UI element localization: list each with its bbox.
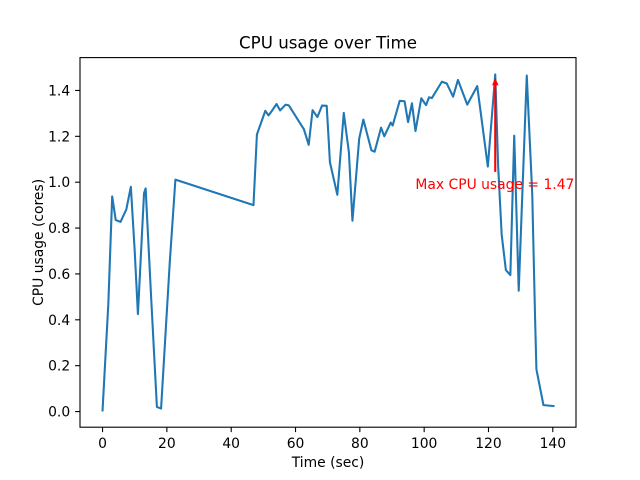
x-axis-ticks: 0 20 40 60 80 100 120 140	[98, 427, 566, 452]
axes-border	[79, 57, 577, 428]
annotation: Max CPU usage = 1.47	[415, 77, 574, 193]
x-tick-label: 100	[411, 436, 437, 452]
x-tick-label: 140	[540, 436, 566, 452]
x-tick-label: 0	[98, 436, 107, 452]
x-tick-label: 60	[287, 436, 305, 452]
cpu-usage-line	[101, 73, 555, 412]
y-axis-label: CPU usage (cores)	[31, 179, 47, 306]
x-tick-label: 120	[475, 436, 501, 452]
chart-title: CPU usage over Time	[239, 34, 417, 53]
y-tick-label: 0.8	[48, 221, 70, 237]
annotation-arrow-head-icon	[492, 77, 499, 86]
x-tick-label: 80	[351, 436, 369, 452]
y-tick-label: 0.2	[48, 359, 70, 375]
y-tick-label: 1.0	[48, 175, 70, 191]
y-axis-ticks: 0.0 0.2 0.4 0.6 0.8 1.0 1.2 1.4	[48, 84, 80, 421]
x-tick-label: 40	[222, 436, 240, 452]
y-tick-label: 0.0	[48, 405, 70, 421]
x-tick-label: 20	[158, 436, 176, 452]
annotation-text: Max CPU usage = 1.47	[415, 177, 574, 193]
y-tick-label: 1.4	[48, 84, 70, 100]
y-tick-label: 0.6	[48, 267, 70, 283]
y-tick-label: 1.2	[48, 129, 70, 145]
y-tick-label: 0.4	[48, 313, 70, 329]
x-axis-label: Time (sec)	[291, 455, 365, 471]
